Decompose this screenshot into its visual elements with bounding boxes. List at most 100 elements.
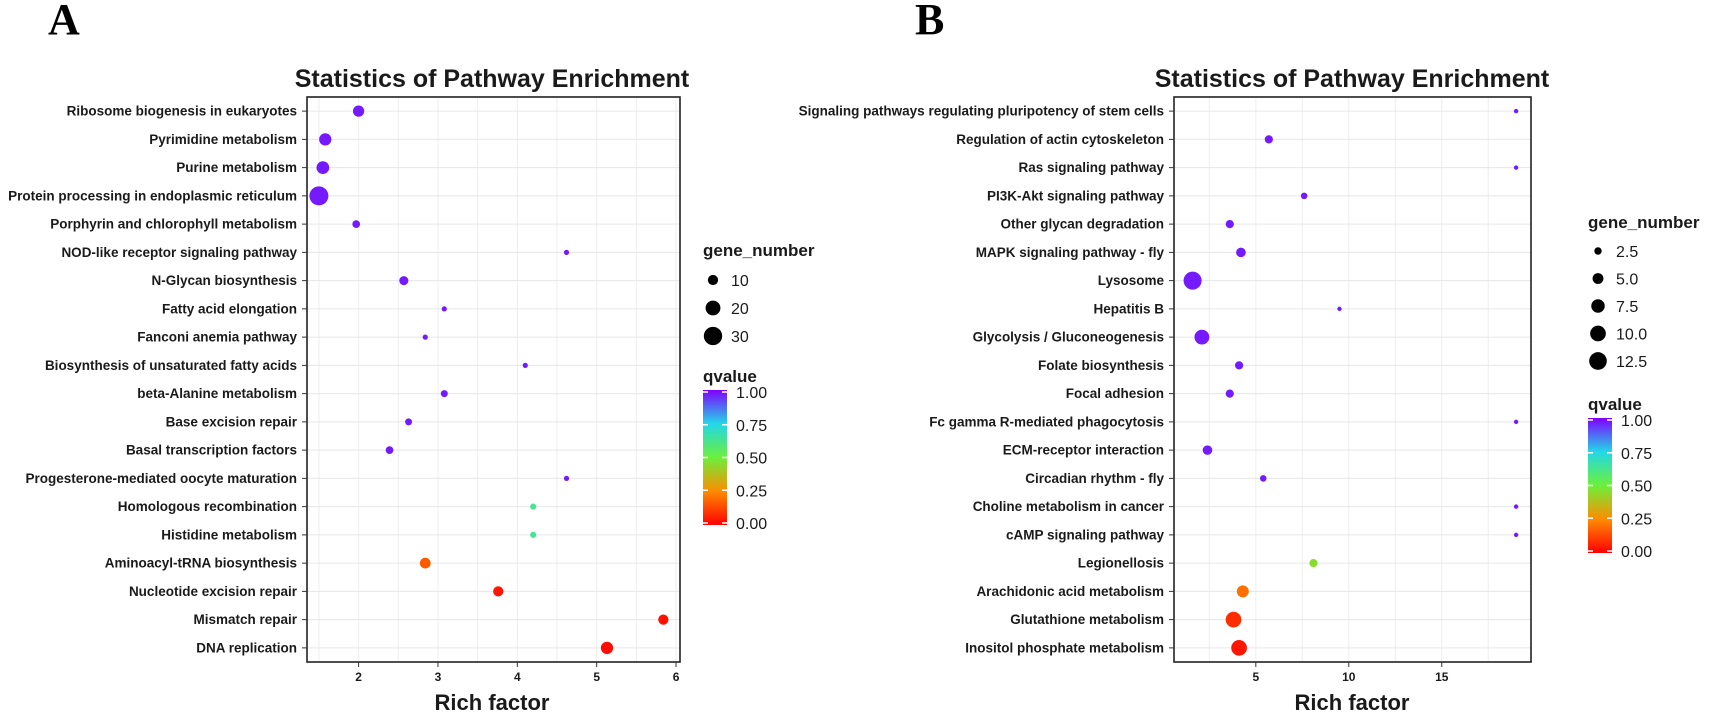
panel-b-size-legend-key (1590, 325, 1606, 342)
panel-b-data-point (1194, 329, 1210, 345)
panel-b-size-legend-key (1594, 247, 1602, 255)
panel-a-y-tick-label: Fanconi anemia pathway (137, 330, 297, 345)
panel-b-y-tick-label: Ras signaling pathway (1018, 160, 1164, 175)
panel-a-data-point (419, 557, 431, 569)
panel-a-y-tick-label: N-Glycan biosynthesis (151, 273, 297, 288)
panel-a-y-tick-label: Ribosome biogenesis in eukaryotes (67, 104, 297, 119)
panel-a-size-legend-key (703, 326, 723, 346)
panel-a-y-tick-label: Nucleotide excision repair (129, 584, 298, 599)
panel-a-y-tick-label: Mismatch repair (193, 612, 297, 627)
panel-b-y-tick-label: Hepatitis B (1093, 301, 1164, 316)
panel-b-y-tick-label: Focal adhesion (1066, 386, 1164, 401)
panel-a-data-point (522, 362, 528, 368)
panel-b-data-point (1513, 108, 1519, 114)
panel-a-colorbar-label: 0.25 (736, 483, 767, 500)
panel-b-x-tick-label: 15 (1435, 670, 1449, 684)
panel-b-data-point (1513, 504, 1519, 509)
panel-b-data-point (1225, 611, 1242, 628)
panel-a-data-point (309, 186, 329, 206)
panel-b-data-point (1309, 559, 1318, 568)
panel-a-x-tick-label: 4 (514, 670, 521, 684)
panel-b-x-tick-label: 5 (1252, 670, 1259, 684)
panel-a-size-legend-title: gene_number (703, 241, 815, 260)
panel-b-y-tick-label: MAPK signaling pathway - fly (976, 245, 1165, 260)
panel-b-plot-border (1173, 96, 1532, 663)
panel-a-size-legend-key (705, 300, 721, 316)
panel-b-y-tick-label: Regulation of actin cytoskeleton (956, 132, 1164, 147)
panel-a-data-point (352, 105, 365, 117)
panel-a-x-tick-label: 5 (593, 670, 600, 684)
panel-b-y-tick-label: Circadian rhythm - fly (1025, 471, 1164, 486)
panel-a-data-point (316, 161, 330, 174)
panel-a-y-tick-label: Histidine metabolism (161, 527, 297, 542)
panel-b-y-tick-label: PI3K-Akt signaling pathway (987, 188, 1165, 203)
panel-a: A Statistics of Pathway Enrichment Rich … (8, 0, 815, 713)
panel-b-data-point (1183, 271, 1202, 290)
panel-b-y-tick-label: Choline metabolism in cancer (973, 499, 1165, 514)
panel-a-x-tick-label: 3 (435, 670, 442, 684)
panel-a-data-point (563, 249, 570, 255)
panel-b-x-axis-title: Rich factor (1295, 690, 1410, 713)
panel-b-y-tick-label: Glutathione metabolism (1010, 612, 1164, 627)
panel-b-size-legend-title: gene_number (1588, 213, 1700, 232)
panel-b-data-point (1202, 445, 1213, 455)
panel-a-color-legend-title: qvalue (703, 367, 757, 386)
panel-a-y-tick-label: DNA replication (196, 640, 297, 655)
panel-a-data-point (530, 503, 537, 510)
panel-b-y-tick-label: Other glycan degradation (1000, 217, 1164, 232)
panel-b-data-point (1337, 306, 1342, 312)
panel-a-colorbar-label: 1.00 (736, 385, 767, 402)
panel-b-letter: B (915, 0, 944, 44)
panel-a-plot-background (307, 97, 680, 662)
panel-b-data-point (1225, 220, 1234, 229)
panel-b-title: Statistics of Pathway Enrichment (1155, 65, 1550, 93)
panel-a-data-point (658, 614, 669, 625)
panel-b-size-legend-key (1592, 273, 1604, 284)
panel-a-data-point (352, 220, 361, 228)
panel-b: B Statistics of Pathway Enrichment Rich … (799, 0, 1700, 713)
panel-a-y-tick-label: Base excision repair (166, 414, 298, 429)
panel-a-y-tick-label: Aminoacyl-tRNA biosynthesis (105, 556, 297, 571)
panel-b-data-point (1236, 247, 1246, 258)
panel-a-colorbar-label: 0.00 (736, 516, 767, 533)
panel-a-colorbar-label: 0.50 (736, 451, 767, 468)
panel-a-y-tick-label: Fatty acid elongation (162, 301, 297, 316)
panel-b-colorbar-label: 1.00 (1621, 413, 1652, 430)
panel-b-size-legend-label: 10.0 (1616, 327, 1647, 344)
panel-a-data-point (399, 276, 409, 286)
panel-a-plot-border (306, 96, 681, 663)
panel-b-y-tick-label: cAMP signaling pathway (1006, 527, 1165, 542)
panel-b-color-legend-title: qvalue (1588, 395, 1642, 414)
panel-b-data-point (1513, 165, 1519, 170)
panel-b-y-tick-label: Fc gamma R-mediated phagocytosis (929, 414, 1164, 429)
panel-b-y-tick-label: Glycolysis / Gluconeogenesis (973, 330, 1164, 345)
panel-a-data-point (530, 531, 537, 538)
panel-b-y-tick-label: Signaling pathways regulating pluripoten… (799, 104, 1164, 119)
panel-a-x-axis-title: Rich factor (435, 690, 550, 713)
panel-b-colorbar-label: 0.00 (1621, 544, 1652, 561)
panel-a-y-tick-label: Protein processing in endoplasmic reticu… (8, 188, 297, 203)
panel-a-y-tick-label: Biosynthesis of unsaturated fatty acids (45, 358, 297, 373)
panel-b-data-point (1300, 192, 1308, 200)
panel-a-y-tick-label: Progesterone-mediated oocyte maturation (25, 471, 297, 486)
panel-a-x-tick-label: 6 (673, 670, 680, 684)
panel-a-y-tick-label: Porphyrin and chlorophyll metabolism (50, 217, 297, 232)
panel-a-data-point (440, 390, 448, 398)
panel-b-size-legend-label: 7.5 (1616, 299, 1638, 316)
panel-a-size-legend-label: 30 (731, 329, 749, 346)
panel-a-letter: A (48, 0, 80, 44)
panel-b-data-point (1236, 585, 1249, 598)
panel-b-data-point (1264, 135, 1273, 144)
panel-a-y-tick-label: beta-Alanine metabolism (137, 386, 297, 401)
panel-a-size-legend-label: 10 (731, 273, 749, 290)
panel-b-size-legend-label: 2.5 (1616, 244, 1638, 261)
panel-b-data-point (1513, 532, 1519, 538)
panel-a-data-point (563, 475, 570, 481)
panel-a-x-tick-label: 2 (355, 670, 362, 684)
panel-b-y-tick-label: Inositol phosphate metabolism (965, 640, 1164, 655)
panel-b-y-tick-label: Arachidonic acid metabolism (976, 584, 1164, 599)
panel-b-colorbar-label: 0.75 (1621, 446, 1652, 463)
panel-a-data-point (385, 446, 394, 454)
panel-b-size-legend-key (1591, 299, 1605, 313)
